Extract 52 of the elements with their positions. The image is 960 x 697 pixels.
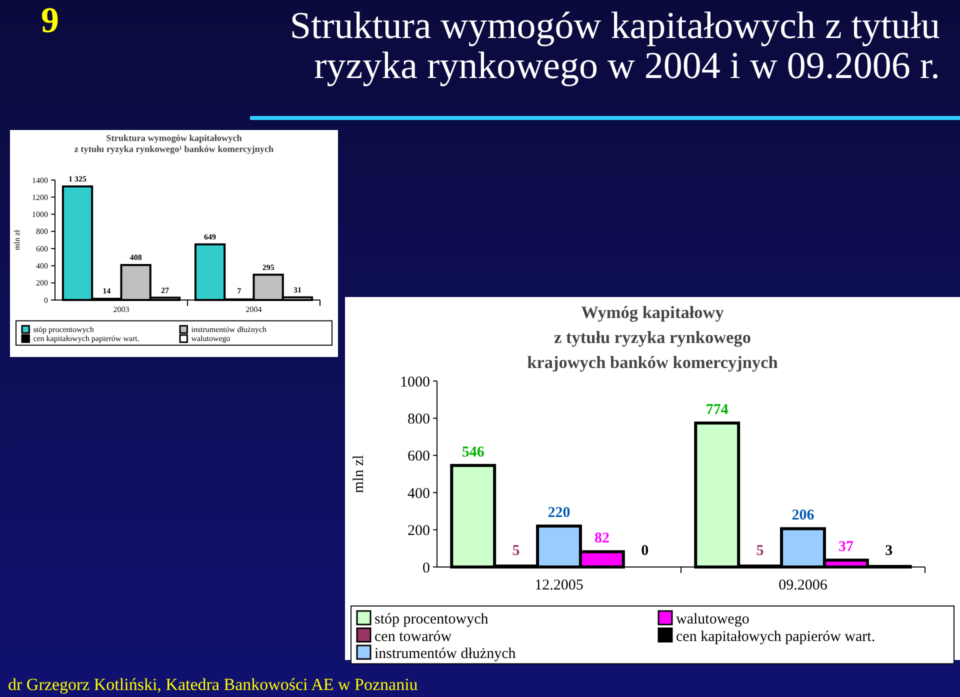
text: Struktura wymogów kapitałowych z tytułu ryzyka rynkowego w 2004 i w 09.2006 r. [290, 5, 940, 87]
text: 220 [548, 505, 570, 522]
y-tick-label: 1400 [32, 176, 48, 185]
text: 27 [160, 286, 169, 295]
y-tick-label: 600 [36, 244, 48, 254]
x-tick-label: 2003 [113, 305, 130, 314]
text: 408 [130, 253, 142, 262]
text: 649 [204, 232, 216, 242]
x-tick-label: 12.2005 [534, 578, 584, 594]
text: 206 [792, 508, 814, 524]
y-tick-label: 200 [408, 523, 430, 540]
y-tick-label: 0 [44, 296, 48, 305]
y-tick-label: 400 [408, 486, 430, 502]
text: 774 [706, 402, 728, 418]
legend-label: cen towarów [374, 628, 452, 645]
y-tick-label: 800 [36, 227, 48, 236]
text: 295 [262, 262, 274, 272]
y-tick-label: 0 [422, 560, 430, 576]
legend-label: stóp procentowych [374, 612, 489, 628]
text: 3 [885, 543, 893, 559]
text: 7 [237, 286, 242, 296]
legend-label: instrumentów dłużnych [374, 646, 516, 662]
y-tick-label: 1000 [400, 374, 430, 390]
text: 37 [838, 539, 854, 556]
x-tick-label: 2004 [246, 305, 262, 314]
text: 1 325 [68, 174, 87, 184]
legend-label: cen kapitałowych papierów wart. [676, 628, 876, 645]
text: 82 [594, 530, 610, 547]
chart-title: Wymóg kapitałowy z tytułu ryzyka rynkowego krajowych banków komercyjnych [527, 303, 778, 372]
y-tick-label: 1000 [32, 210, 48, 220]
y-tick-label: 800 [408, 411, 430, 428]
y-tick-label: 1200 [32, 192, 48, 202]
text: 31 [293, 286, 302, 295]
legend-label: stóp procentowych [33, 325, 94, 334]
text: dr Grzegorz Kotliński, Katedra Bankowości AE w Poznaniu [8, 675, 418, 694]
text: 9 [41, 0, 59, 40]
chart-title: Struktura wymogów kapitałowych z tytułu ryzyka rynkowego¹ banków komercyjnych [74, 133, 274, 156]
text: 546 [462, 444, 484, 460]
text: 5 [756, 543, 764, 559]
text: 5 [512, 543, 520, 559]
legend-label: walutowego [191, 334, 230, 344]
y-tick-label: 600 [408, 448, 430, 465]
legend-label: walutowego [676, 612, 750, 628]
x-tick-label: 09.2006 [778, 578, 828, 594]
text: 0 [641, 543, 649, 559]
legend-label: cen kapitałowych papierów wart. [33, 334, 140, 344]
y-axis-title: mln zl [351, 455, 367, 493]
legend-label: instrumentów dłużnych [191, 325, 267, 334]
y-tick-label: 200 [36, 278, 48, 288]
y-tick-label: 400 [36, 262, 48, 271]
y-axis-title: mln zł [12, 229, 22, 250]
text: 14 [102, 286, 111, 296]
